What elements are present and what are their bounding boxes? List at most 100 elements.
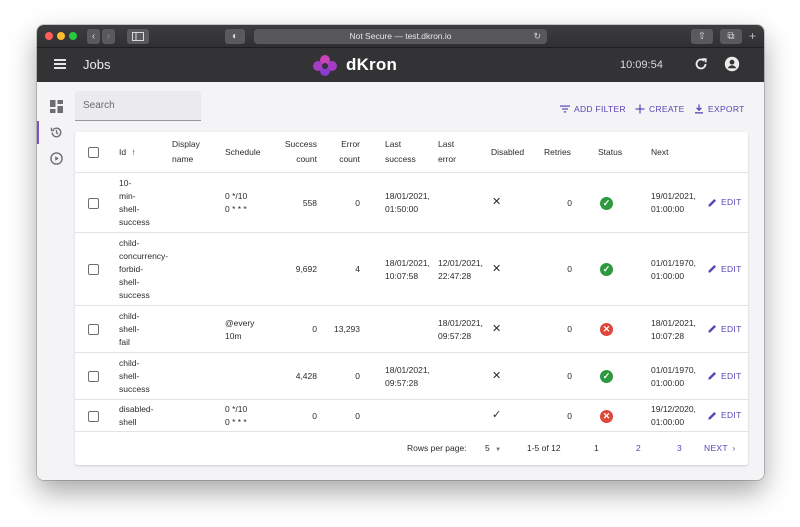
- side-nav: [37, 82, 74, 480]
- zoom-window-button[interactable]: [69, 32, 77, 40]
- row-checkbox[interactable]: [88, 324, 99, 335]
- tabs-overview-icon[interactable]: ⧉: [720, 29, 742, 44]
- edit-button[interactable]: EDIT: [708, 371, 742, 381]
- header-error-count[interactable]: Error count: [330, 137, 360, 167]
- last-success: 18/01/2021, 01:50:00: [385, 190, 430, 216]
- pencil-icon: [708, 265, 716, 273]
- job-id-line: success: [119, 384, 150, 394]
- table-row[interactable]: child-concurrency-forbid-shell-success 9,…: [75, 233, 748, 306]
- last-success-line: 18/01/2021,: [385, 191, 430, 201]
- app-bar: Jobs dKron 10:09:54: [37, 48, 764, 82]
- edit-label: EDIT: [721, 323, 742, 334]
- close-window-button[interactable]: [45, 32, 53, 40]
- create-button[interactable]: CREATE: [635, 104, 685, 114]
- browser-toolbar: ‹ › ◐ Not Secure — test.dkron.io ↻ ⇧ ⧉ +: [37, 25, 764, 48]
- share-icon[interactable]: ⇧: [691, 29, 713, 44]
- table-row[interactable]: child-shell-fail @every 10m 0 13,293 18/01/20…: [75, 306, 748, 353]
- header-error-count-line1: Error: [341, 139, 360, 149]
- header-last-success[interactable]: Last success: [385, 137, 416, 167]
- play-circle-icon[interactable]: [50, 152, 63, 165]
- page-2-button[interactable]: 2: [636, 443, 641, 453]
- select-all-checkbox[interactable]: [88, 147, 99, 158]
- header-id[interactable]: Id ↑: [119, 145, 136, 160]
- header-next[interactable]: Next: [651, 147, 669, 157]
- dashboard-icon[interactable]: [50, 100, 63, 113]
- account-icon[interactable]: [724, 56, 740, 72]
- row-checkbox[interactable]: [88, 197, 99, 209]
- next-run-line: 01/01/1970,: [651, 364, 696, 375]
- page-3-button[interactable]: 3: [677, 443, 682, 453]
- header-disabled[interactable]: Disabled: [491, 147, 525, 157]
- pencil-icon: [708, 411, 716, 419]
- cross-icon: ✕: [492, 196, 502, 208]
- next-page-button[interactable]: NEXT ›: [704, 443, 736, 453]
- edit-button[interactable]: EDIT: [708, 324, 742, 334]
- header-id-label: Id: [119, 147, 127, 157]
- retries-count: 0: [567, 371, 572, 381]
- plus-icon: [635, 104, 645, 114]
- sidebar-toggle-icon[interactable]: [127, 29, 149, 44]
- search-input[interactable]: Search: [75, 91, 201, 121]
- job-id-line: fail: [119, 337, 130, 347]
- last-success: 18/01/2021, 10:07:58: [385, 257, 430, 283]
- next-run-line: 10:07:28: [651, 330, 685, 341]
- next-run: 19/01/2021, 01:00:00: [651, 190, 696, 216]
- table-row[interactable]: child-shell-success 4,428 0 18/01/2021, 09:5…: [75, 353, 748, 400]
- job-id-line: concurrency-: [119, 251, 169, 261]
- address-bar[interactable]: Not Secure — test.dkron.io ↻: [254, 29, 547, 44]
- last-success: 18/01/2021, 09:57:28: [385, 364, 430, 390]
- edit-button[interactable]: EDIT: [708, 197, 742, 207]
- last-error-line: 09:57:28: [438, 330, 472, 341]
- next-run-line: 18/01/2021,: [651, 317, 696, 328]
- header-display-name[interactable]: Display name: [172, 137, 200, 167]
- reload-icon[interactable]: ↻: [533, 31, 541, 41]
- menu-icon[interactable]: [54, 59, 66, 69]
- header-success-count[interactable]: Success count: [275, 137, 317, 167]
- header-last-error[interactable]: Last error: [438, 137, 456, 167]
- job-schedule-line: 0 */10: [225, 404, 248, 414]
- history-icon[interactable]: [50, 126, 63, 139]
- cross-icon: ✕: [492, 369, 502, 382]
- next-run-line: 01:00:00: [651, 270, 685, 281]
- edit-button[interactable]: EDIT: [708, 264, 742, 274]
- next-run-line: 19/01/2021,: [651, 191, 696, 201]
- privacy-shield-icon[interactable]: ◐: [225, 29, 245, 44]
- add-filter-button[interactable]: ADD FILTER: [560, 104, 626, 114]
- job-id-line: child-: [119, 238, 140, 248]
- pencil-icon: [708, 325, 716, 333]
- header-last-success-line1: Last: [385, 139, 402, 149]
- table-row[interactable]: 10- min-shell-success 0 */10 0 * * * 558 0 18/…: [75, 173, 748, 233]
- rows-per-page-select[interactable]: 5 ▼: [485, 443, 501, 453]
- last-success-line: 10:07:58: [385, 270, 419, 281]
- search-label: Search: [83, 100, 115, 111]
- retries-count: 0: [567, 410, 572, 421]
- error-count: 0: [355, 197, 360, 208]
- table-pagination: Rows per page: 5 ▼ 1-5 of 12 1 2 3 NEXT …: [75, 432, 748, 465]
- export-button[interactable]: EXPORT: [694, 104, 745, 114]
- header-status[interactable]: Status: [598, 147, 623, 157]
- last-error-line: 18/01/2021,: [438, 317, 483, 328]
- back-icon[interactable]: ‹: [87, 29, 100, 44]
- new-tab-icon[interactable]: +: [749, 29, 757, 43]
- header-schedule[interactable]: Schedule: [225, 147, 261, 157]
- row-checkbox[interactable]: [88, 410, 99, 422]
- table-row[interactable]: disabled-shell 0 */10 0 * * * 0 0 ✓ 0 ✕ 19/12/20…: [75, 400, 748, 432]
- row-checkbox[interactable]: [88, 371, 99, 382]
- check-icon: ✓: [492, 409, 502, 421]
- next-run-line: 01:00:00: [651, 417, 685, 427]
- pencil-icon: [708, 198, 716, 206]
- sort-ascending-icon[interactable]: ↑: [131, 147, 136, 157]
- page-1-button[interactable]: 1: [594, 443, 599, 453]
- header-display-name-line1: Display: [172, 139, 200, 149]
- job-schedule: 0 */10 0 * * *: [225, 403, 247, 429]
- row-checkbox[interactable]: [88, 264, 99, 275]
- minimize-window-button[interactable]: [57, 32, 65, 40]
- edit-button[interactable]: EDIT: [708, 410, 742, 420]
- job-schedule: 0 */10 0 * * *: [225, 190, 247, 216]
- active-nav-indicator: [37, 121, 39, 144]
- job-schedule-line: 10m: [225, 330, 242, 341]
- forward-icon[interactable]: ›: [102, 29, 115, 44]
- header-retries[interactable]: Retries: [544, 147, 571, 157]
- refresh-icon[interactable]: [694, 57, 708, 71]
- filter-icon: [560, 105, 570, 113]
